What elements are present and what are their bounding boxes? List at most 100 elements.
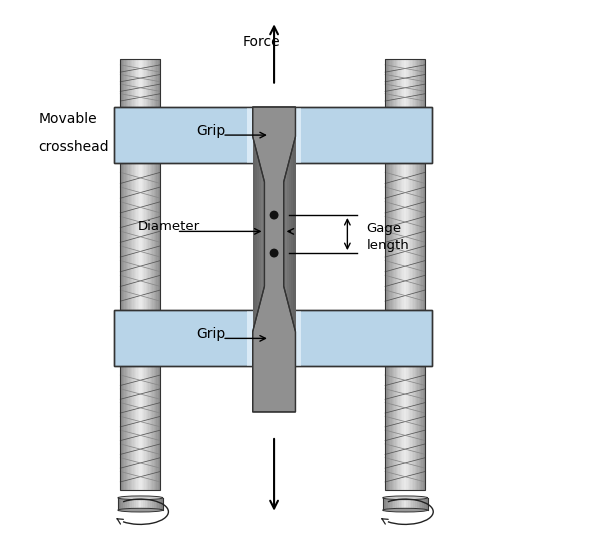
Bar: [127, 163, 129, 310]
Bar: [131, 366, 132, 491]
Bar: [121, 163, 123, 310]
Bar: [134, 366, 135, 491]
Bar: [280, 107, 283, 412]
Bar: [147, 366, 149, 491]
Bar: [130, 163, 131, 310]
Bar: [253, 107, 256, 412]
Bar: [417, 163, 419, 310]
Bar: [402, 498, 405, 510]
Bar: [397, 59, 399, 107]
Bar: [397, 498, 399, 510]
Bar: [392, 498, 394, 510]
Bar: [134, 59, 135, 107]
Bar: [398, 59, 400, 107]
Bar: [148, 163, 150, 310]
Bar: [387, 366, 388, 491]
Bar: [389, 59, 391, 107]
Text: crosshead: crosshead: [39, 140, 109, 154]
Bar: [390, 498, 392, 510]
Bar: [418, 366, 420, 491]
Bar: [388, 163, 389, 310]
Bar: [154, 163, 155, 310]
Bar: [149, 498, 151, 510]
Bar: [419, 498, 421, 510]
Text: Gage: Gage: [367, 222, 402, 235]
Bar: [135, 366, 137, 491]
Bar: [421, 498, 422, 510]
Bar: [402, 163, 404, 310]
Text: Grip: Grip: [197, 124, 226, 138]
Bar: [139, 366, 141, 491]
Bar: [125, 498, 127, 510]
Bar: [151, 163, 152, 310]
Circle shape: [270, 249, 278, 257]
Bar: [131, 59, 132, 107]
Bar: [159, 498, 161, 510]
Bar: [137, 163, 138, 310]
Bar: [131, 163, 132, 310]
Bar: [132, 163, 134, 310]
Bar: [396, 366, 398, 491]
Bar: [259, 107, 262, 412]
Bar: [407, 163, 408, 310]
Bar: [128, 366, 130, 491]
Bar: [408, 59, 410, 107]
Bar: [396, 163, 398, 310]
Bar: [158, 366, 159, 491]
Bar: [261, 107, 264, 412]
Bar: [409, 163, 411, 310]
Ellipse shape: [118, 496, 163, 500]
Bar: [141, 498, 144, 510]
Bar: [144, 163, 146, 310]
Bar: [388, 498, 390, 510]
Bar: [140, 59, 142, 107]
Bar: [154, 498, 156, 510]
Bar: [157, 59, 158, 107]
Bar: [388, 59, 389, 107]
Bar: [123, 59, 124, 107]
Bar: [127, 498, 129, 510]
Bar: [148, 366, 150, 491]
Bar: [150, 498, 152, 510]
Bar: [146, 366, 148, 491]
Bar: [144, 366, 146, 491]
Bar: [404, 163, 405, 310]
Bar: [143, 163, 144, 310]
Bar: [289, 107, 292, 412]
Bar: [120, 498, 122, 510]
Bar: [388, 366, 389, 491]
Bar: [141, 366, 143, 491]
Bar: [422, 498, 424, 510]
Bar: [139, 163, 141, 310]
Bar: [417, 366, 419, 491]
Bar: [392, 366, 393, 491]
Bar: [114, 107, 432, 163]
Bar: [135, 163, 137, 310]
Bar: [128, 59, 130, 107]
Bar: [154, 59, 155, 107]
Bar: [397, 366, 399, 491]
Bar: [152, 163, 154, 310]
Bar: [402, 59, 404, 107]
Bar: [144, 59, 146, 107]
Bar: [120, 366, 160, 491]
Bar: [134, 163, 135, 310]
Bar: [291, 107, 294, 412]
Bar: [293, 107, 296, 412]
Bar: [385, 366, 387, 491]
Bar: [274, 107, 277, 412]
Bar: [420, 59, 421, 107]
Bar: [114, 107, 432, 163]
Bar: [130, 59, 131, 107]
Bar: [123, 163, 124, 310]
Bar: [382, 498, 385, 510]
Bar: [147, 59, 149, 107]
Bar: [422, 163, 424, 310]
Bar: [139, 59, 141, 107]
Bar: [387, 163, 388, 310]
Bar: [265, 107, 268, 412]
Bar: [421, 59, 423, 107]
Bar: [121, 366, 123, 491]
Bar: [415, 163, 416, 310]
Bar: [247, 107, 301, 163]
